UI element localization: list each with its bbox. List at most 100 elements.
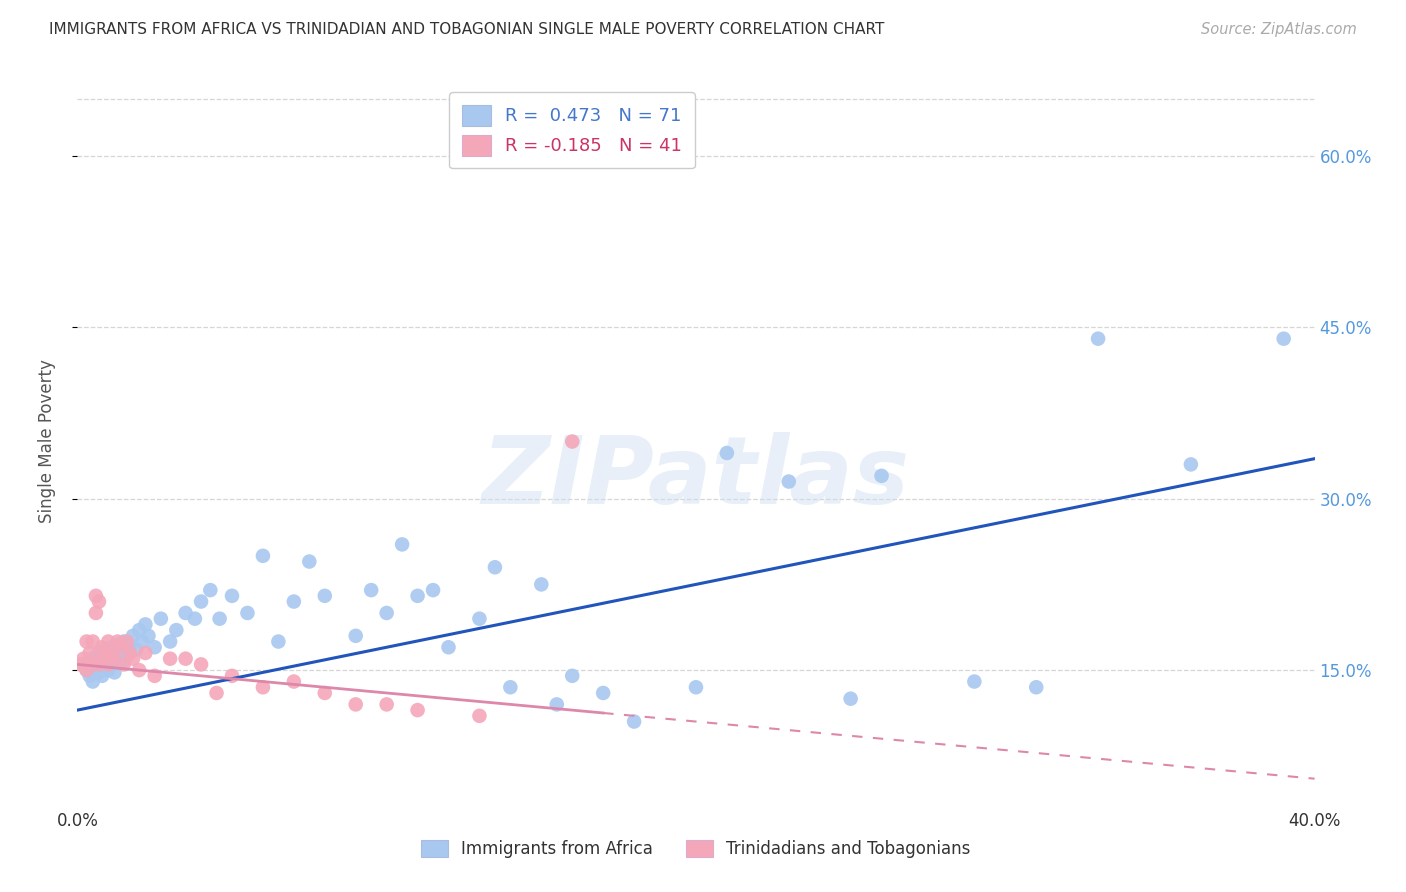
Point [91, 651, 114, 665]
Point [79, 657, 101, 672]
Point [149, 612, 172, 626]
Point [200, 583, 222, 598]
Point [122, 629, 145, 643]
Point [87, 646, 110, 660]
Point [159, 634, 181, 648]
Point [97, 648, 120, 663]
Point [484, 560, 506, 574]
Point [72, 651, 94, 665]
Point [103, 651, 125, 665]
Point [100, 646, 122, 660]
Point [134, 617, 156, 632]
Point [84, 657, 107, 672]
Point [314, 686, 336, 700]
Point [174, 651, 197, 665]
Point [437, 640, 460, 655]
Point [406, 703, 429, 717]
Point [91, 669, 114, 683]
Point [159, 651, 181, 665]
Point [118, 646, 141, 660]
Point [360, 583, 382, 598]
Point [110, 646, 132, 660]
Point [685, 680, 707, 694]
Point [375, 606, 398, 620]
Point [406, 589, 429, 603]
Point [125, 642, 148, 657]
Point [91, 661, 114, 675]
Point [112, 634, 135, 648]
Point [84, 606, 107, 620]
Point [69, 657, 91, 672]
Point [298, 555, 321, 569]
Point [79, 669, 101, 683]
Point [561, 434, 583, 449]
Point [221, 589, 243, 603]
Point [128, 623, 150, 637]
Point [87, 657, 110, 672]
Point [546, 698, 568, 712]
Point [82, 651, 104, 665]
Point [530, 577, 553, 591]
Point [87, 594, 110, 608]
Point [84, 589, 107, 603]
Point [205, 686, 228, 700]
Point [174, 606, 197, 620]
Point [252, 549, 274, 563]
Point [76, 663, 98, 677]
Point [468, 708, 491, 723]
Point [107, 634, 129, 648]
Point [118, 640, 141, 655]
Point [165, 623, 187, 637]
Point [100, 657, 122, 672]
Point [91, 640, 114, 655]
Point [79, 646, 101, 660]
Point [283, 674, 305, 689]
Point [76, 663, 98, 677]
Point [1087, 332, 1109, 346]
Point [561, 669, 583, 683]
Point [112, 657, 135, 672]
Text: IMMIGRANTS FROM AFRICA VS TRINIDADIAN AND TOBAGONIAN SINGLE MALE POVERTY CORRELA: IMMIGRANTS FROM AFRICA VS TRINIDADIAN AN… [49, 22, 884, 37]
Point [100, 640, 122, 655]
Point [375, 698, 398, 712]
Point [112, 654, 135, 668]
Point [870, 468, 893, 483]
Point [1272, 332, 1295, 346]
Point [344, 698, 367, 712]
Point [963, 674, 986, 689]
Point [422, 583, 444, 598]
Point [190, 594, 212, 608]
Point [107, 638, 129, 652]
Point [122, 651, 145, 665]
Point [94, 654, 117, 668]
Y-axis label: Single Male Poverty: Single Male Poverty [38, 359, 56, 524]
Text: ZIPatlas: ZIPatlas [482, 432, 910, 524]
Point [115, 634, 138, 648]
Point [82, 634, 104, 648]
Point [184, 612, 207, 626]
Point [143, 640, 166, 655]
Point [115, 648, 138, 663]
Point [267, 634, 290, 648]
Point [623, 714, 645, 729]
Point [499, 680, 522, 694]
Point [76, 634, 98, 648]
Point [221, 669, 243, 683]
Point [131, 634, 153, 648]
Point [468, 612, 491, 626]
Point [592, 686, 614, 700]
Legend: Immigrants from Africa, Trinidadians and Tobagonians: Immigrants from Africa, Trinidadians and… [415, 833, 977, 864]
Point [128, 663, 150, 677]
Point [110, 640, 132, 655]
Point [236, 606, 259, 620]
Point [134, 646, 156, 660]
Point [97, 657, 120, 672]
Point [138, 629, 160, 643]
Point [344, 629, 367, 643]
Point [314, 589, 336, 603]
Point [94, 646, 117, 660]
Point [72, 657, 94, 672]
Point [391, 537, 413, 551]
Point [190, 657, 212, 672]
Point [283, 594, 305, 608]
